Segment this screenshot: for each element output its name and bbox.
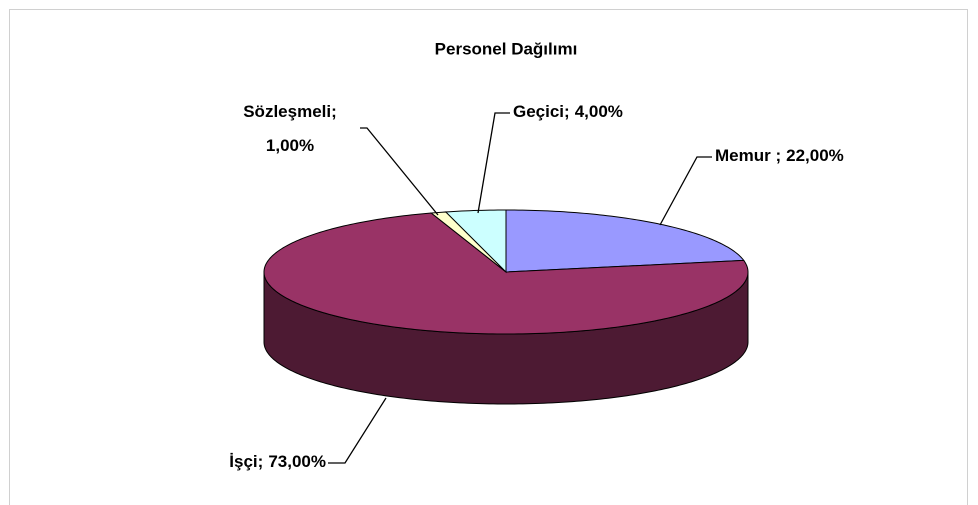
leader-line — [328, 397, 387, 464]
chart-title: Personel Dağılımı — [435, 39, 578, 58]
leader-line — [360, 127, 439, 216]
label-value: 73,00% — [268, 452, 326, 471]
label-category: Geçici; — [513, 102, 570, 121]
data-label: Sözleşmeli; 1,00% — [243, 102, 337, 155]
pie-slice — [444, 209, 507, 274]
label-value: 4,00% — [575, 102, 623, 121]
label-category: Sözleşmeli; — [243, 102, 337, 121]
data-label: Memur ; 22,00% — [715, 146, 844, 165]
leader-line — [659, 156, 712, 226]
label-category: Memur ; — [715, 146, 781, 165]
label-value: 22,00% — [786, 146, 844, 165]
data-label: Geçici; 4,00% — [513, 102, 623, 121]
label-value: 1,00% — [266, 136, 314, 155]
pie-slice — [263, 212, 749, 335]
label-category: İşçi; — [229, 452, 263, 471]
leader-line — [477, 112, 510, 214]
data-label: İşçi; 73,00% — [229, 452, 326, 471]
